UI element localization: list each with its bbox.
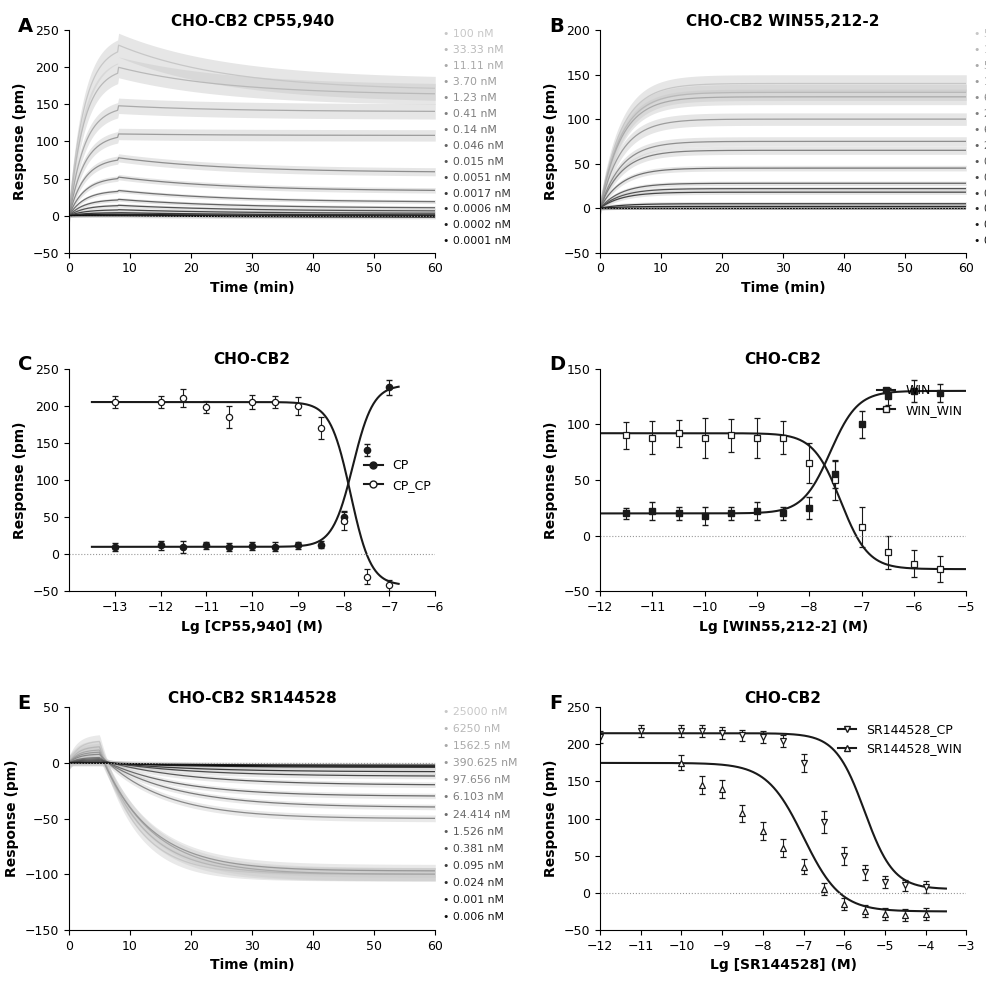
Legend: CP, CP_CP: CP, CP_CP: [359, 454, 437, 497]
Text: • 0.085 nM: • 0.085 nM: [973, 189, 986, 199]
Text: • 24.414 nM: • 24.414 nM: [443, 810, 510, 820]
Text: • 0.41 nM: • 0.41 nM: [443, 109, 496, 119]
Text: • 0.015 nM: • 0.015 nM: [443, 157, 504, 167]
Text: • 25000 nM: • 25000 nM: [443, 707, 507, 717]
Text: F: F: [549, 694, 562, 713]
Text: • 5000 nM: • 5000 nM: [973, 29, 986, 39]
Title: CHO-CB2 SR144528: CHO-CB2 SR144528: [168, 691, 336, 706]
Y-axis label: Response (pm): Response (pm): [13, 421, 28, 539]
X-axis label: Lg [SR144528] (M): Lg [SR144528] (M): [710, 958, 857, 972]
Title: CHO-CB2: CHO-CB2: [744, 352, 821, 367]
Text: D: D: [549, 355, 565, 374]
Text: • 0.0017 nM: • 0.0017 nM: [443, 189, 511, 199]
Text: • 1562.5 nM: • 1562.5 nM: [443, 741, 510, 751]
Legend: WIN, WIN_WIN: WIN, WIN_WIN: [872, 379, 967, 422]
X-axis label: Time (min): Time (min): [740, 281, 825, 295]
Text: • 0.024 nM: • 0.024 nM: [443, 878, 504, 888]
Text: • 0.14 nM: • 0.14 nM: [443, 125, 496, 135]
Text: • 1.526 nM: • 1.526 nM: [443, 827, 503, 837]
Text: • 61.73 nM: • 61.73 nM: [973, 93, 986, 103]
Text: • 390.625 nM: • 390.625 nM: [443, 758, 517, 768]
Y-axis label: Response (pm): Response (pm): [544, 760, 558, 877]
Text: • 185.2 nM: • 185.2 nM: [973, 77, 986, 87]
X-axis label: Lg [WIN55,212-2] (M): Lg [WIN55,212-2] (M): [698, 620, 868, 634]
Title: CHO-CB2: CHO-CB2: [744, 691, 821, 706]
Text: • 6.103 nM: • 6.103 nM: [443, 792, 503, 802]
Text: • 6250 nM: • 6250 nM: [443, 724, 500, 734]
Text: • 0.095 nM: • 0.095 nM: [443, 861, 504, 871]
Text: • 100 nM: • 100 nM: [443, 29, 493, 39]
Y-axis label: Response (pm): Response (pm): [544, 421, 558, 539]
Text: • 2.29 nM: • 2.29 nM: [973, 141, 986, 151]
Text: • 0.006 nM: • 0.006 nM: [443, 912, 504, 922]
Text: • 6.89 nM: • 6.89 nM: [973, 125, 986, 135]
Title: CHO-CB2: CHO-CB2: [214, 352, 291, 367]
Text: • 33.33 nM: • 33.33 nM: [443, 45, 503, 55]
Y-axis label: Response (pm): Response (pm): [544, 83, 558, 200]
Legend: SR144528_CP, SR144528_WIN: SR144528_CP, SR144528_WIN: [833, 718, 967, 760]
Y-axis label: Response (pm): Response (pm): [5, 760, 20, 877]
Text: • 0.009 nM: • 0.009 nM: [973, 220, 986, 230]
Text: • 0.381 nM: • 0.381 nM: [443, 844, 503, 854]
X-axis label: Time (min): Time (min): [210, 281, 295, 295]
Text: • 0.046 nM: • 0.046 nM: [443, 141, 504, 151]
Text: E: E: [18, 694, 31, 713]
X-axis label: Time (min): Time (min): [210, 958, 295, 972]
Text: • 0.001 nM: • 0.001 nM: [443, 895, 504, 905]
Text: A: A: [18, 17, 33, 36]
Text: • 0.003 nM: • 0.003 nM: [973, 236, 986, 246]
Text: • 1667 nM: • 1667 nM: [973, 45, 986, 55]
Text: • 0.0002 nM: • 0.0002 nM: [443, 220, 511, 230]
Text: • 555.6 nM: • 555.6 nM: [973, 61, 986, 71]
Text: B: B: [549, 17, 564, 36]
Text: • 20.58 nM: • 20.58 nM: [973, 109, 986, 119]
Text: • 0.25 nM: • 0.25 nM: [973, 173, 986, 183]
Title: CHO-CB2 CP55,940: CHO-CB2 CP55,940: [171, 14, 333, 29]
Text: • 0.0001 nM: • 0.0001 nM: [443, 236, 511, 246]
Text: • 0.0006 nM: • 0.0006 nM: [443, 204, 511, 214]
Text: • 11.11 nM: • 11.11 nM: [443, 61, 503, 71]
X-axis label: Lg [CP55,940] (M): Lg [CP55,940] (M): [181, 620, 323, 634]
Text: • 97.656 nM: • 97.656 nM: [443, 775, 510, 785]
Text: • 0.76 nM: • 0.76 nM: [973, 157, 986, 167]
Text: • 3.70 nM: • 3.70 nM: [443, 77, 496, 87]
Y-axis label: Response (pm): Response (pm): [13, 83, 28, 200]
Text: • 1.23 nM: • 1.23 nM: [443, 93, 496, 103]
Text: C: C: [18, 355, 33, 374]
Text: • 0.028 nM: • 0.028 nM: [973, 204, 986, 214]
Title: CHO-CB2 WIN55,212-2: CHO-CB2 WIN55,212-2: [686, 14, 880, 29]
Text: • 0.0051 nM: • 0.0051 nM: [443, 173, 511, 183]
